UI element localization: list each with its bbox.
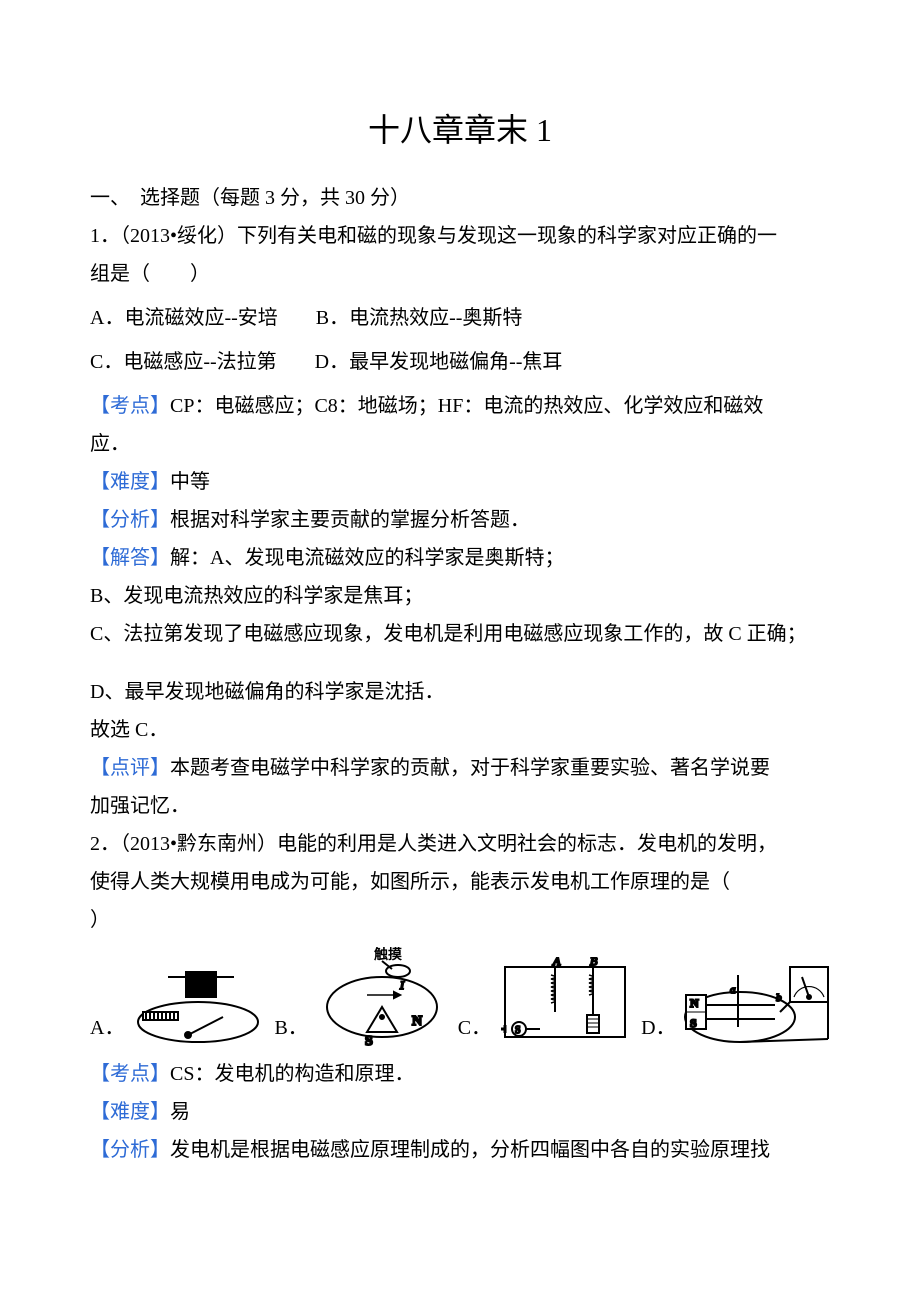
q1-option-d: D．最早发现地磁偏角--焦耳 (315, 351, 563, 373)
svg-text:S: S (365, 1034, 373, 1047)
diagram-b-icon: 触摸 I S N (312, 947, 452, 1047)
q2-option-c: C． (458, 1009, 491, 1047)
q2-option-a-block: A． (90, 957, 268, 1047)
dianping-label: 【点评】 (90, 757, 170, 779)
q1-kaodian: 【考点】CP：电磁感应；C8：地磁场；HF：电流的热效应、化学效应和磁效 (90, 387, 830, 425)
q1-jieda-ans: 故选 C． (90, 711, 830, 749)
q1-fenxi-text: 根据对科学家主要贡献的掌握分析答题． (170, 509, 530, 531)
q2-kaodian: 【考点】CS：发电机的构造和原理． (90, 1055, 830, 1093)
svg-text:S: S (515, 1025, 521, 1036)
q1-jieda-d: D、最早发现地磁偏角的科学家是沈括． (90, 673, 830, 711)
q1-stem-line: 1．（2013•绥化）下列有关电和磁的现象与发现这一现象的科学家对应正确的一 (90, 217, 830, 255)
svg-text:b: b (776, 992, 782, 1004)
q2-stem-line: ） (90, 901, 830, 939)
q1-nandu-text: 中等 (170, 471, 210, 493)
q1-option-a: A．电流磁效应--安培 (90, 307, 278, 329)
page-title: 十八章章末 1 (90, 100, 830, 161)
q2-kaodian-text: CS：发电机的构造和原理． (170, 1063, 414, 1085)
q1-jieda-a: 解：A、发现电流磁效应的科学家是奥斯特； (170, 547, 564, 569)
q2-options-row: A． B． 触摸 (90, 947, 830, 1047)
q2-stem-line: 使得人类大规模用电成为可能，如图所示，能表示发电机工作原理的是（ (90, 863, 830, 901)
q2-fenxi: 【分析】发电机是根据电磁感应原理制成的，分析四幅图中各自的实验原理找 (90, 1131, 830, 1169)
diagram-d-icon: N S a b (680, 957, 830, 1047)
kaodian-label: 【考点】 (90, 1063, 170, 1085)
q1-kaodian-line: 应． (90, 425, 830, 463)
q1-dianping-line: 加强记忆． (90, 787, 830, 825)
q2-nandu-text: 易 (170, 1101, 190, 1123)
q1-option-c: C．电磁感应--法拉第 (90, 351, 277, 373)
diagram-a-icon (128, 957, 268, 1047)
q2-option-d: D． (641, 1009, 675, 1047)
svg-text:A: A (552, 957, 561, 968)
nandu-label: 【难度】 (90, 471, 170, 493)
nandu-label: 【难度】 (90, 1101, 170, 1123)
svg-text:B: B (590, 957, 598, 968)
q2-nandu: 【难度】易 (90, 1093, 830, 1131)
q2-stem-line: 2．（2013•黔东南州）电能的利用是人类进入文明社会的标志．发电机的发明， (90, 825, 830, 863)
q1-stem-line: 组是（ ） (90, 255, 830, 293)
svg-text:N: N (690, 996, 699, 1010)
q2-fenxi-text: 发电机是根据电磁感应原理制成的，分析四幅图中各自的实验原理找 (170, 1139, 770, 1161)
q2-option-d-block: D． N S a b (641, 957, 829, 1047)
q2-option-a: A． (90, 1009, 124, 1047)
q1-jieda-b: B、发现电流热效应的科学家是焦耳； (90, 577, 830, 615)
q1-nandu: 【难度】中等 (90, 463, 830, 501)
document-page: 十八章章末 1 一、 选择题（每题 3 分，共 30 分） 1．（2013•绥化… (0, 0, 920, 1302)
fenxi-label: 【分析】 (90, 1139, 170, 1161)
section-header: 一、 选择题（每题 3 分，共 30 分） (90, 179, 830, 217)
q1-options-row: C．电磁感应--法拉第 D．最早发现地磁偏角--焦耳 (90, 343, 830, 381)
q1-jieda-c: C、法拉第发现了电磁感应现象，发电机是利用电磁感应现象工作的，故 C 正确； (90, 615, 830, 653)
fenxi-label: 【分析】 (90, 509, 170, 531)
blank-line (90, 653, 830, 673)
svg-text:N: N (412, 1014, 422, 1029)
q1-dianping-text: 本题考查电磁学中科学家的贡献，对于科学家重要实验、著名学说要 (170, 757, 770, 779)
q2-option-b-block: B． 触摸 I S N (274, 947, 451, 1047)
q2-option-c-block: C． A B S (458, 957, 635, 1047)
svg-text:S: S (690, 1016, 697, 1030)
jieda-label: 【解答】 (90, 547, 170, 569)
diagram-b-label: 触摸 (373, 947, 403, 963)
q1-jieda: 【解答】解：A、发现电流磁效应的科学家是奥斯特； (90, 539, 830, 577)
q1-dianping: 【点评】本题考查电磁学中科学家的贡献，对于科学家重要实验、著名学说要 (90, 749, 830, 787)
q1-options-row: A．电流磁效应--安培 B．电流热效应--奥斯特 (90, 299, 830, 337)
svg-text:a: a (730, 984, 736, 996)
kaodian-label: 【考点】 (90, 395, 170, 417)
q1-fenxi: 【分析】根据对科学家主要贡献的掌握分析答题． (90, 501, 830, 539)
q1-option-b: B．电流热效应--奥斯特 (316, 307, 523, 329)
diagram-c-icon: A B S (495, 957, 635, 1047)
q2-option-b: B． (274, 1009, 307, 1047)
q1-kaodian-text: CP：电磁感应；C8：地磁场；HF：电流的热效应、化学效应和磁效 (170, 395, 763, 417)
